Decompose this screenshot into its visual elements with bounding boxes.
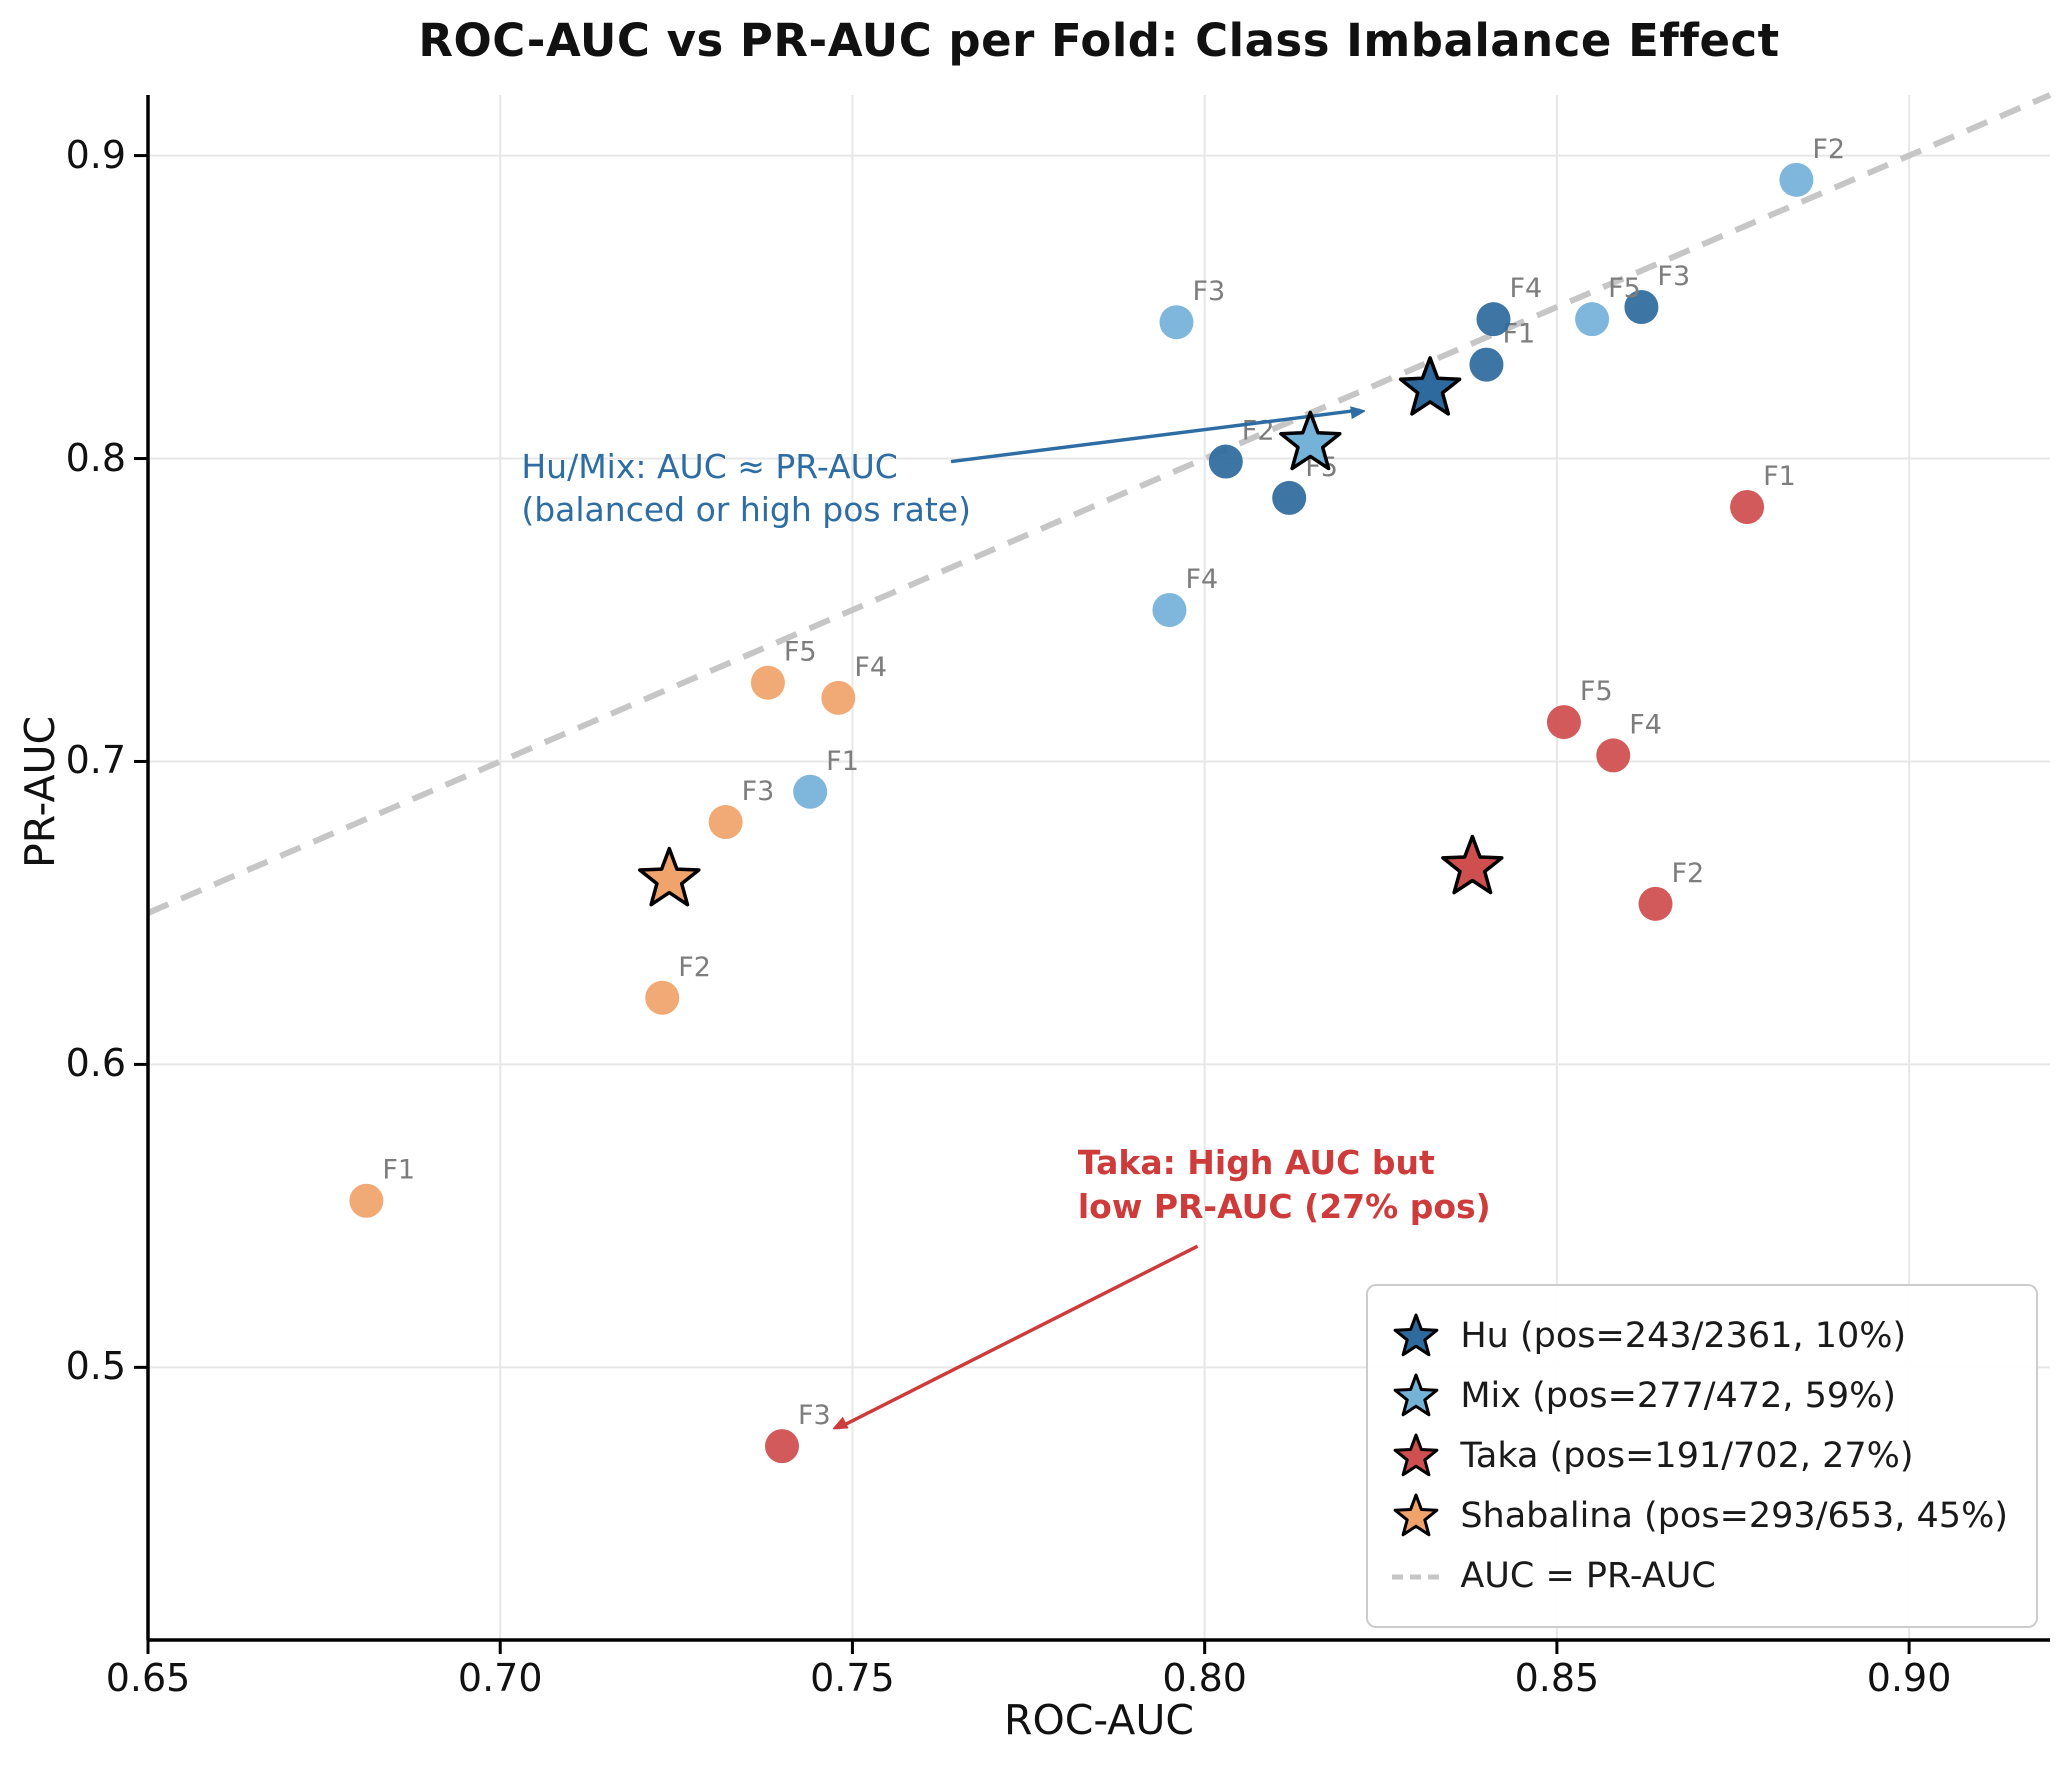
y-tick-label-0.7: 0.7 — [65, 738, 126, 783]
fold-label-shabalina-f4: F4 — [854, 652, 887, 683]
centroid-star-hu — [1398, 356, 1462, 416]
legend-label-identity-line: AUC = PR-AUC — [1460, 1556, 1716, 1596]
legend-star-icon — [1393, 1433, 1439, 1477]
centroid-star-mix — [1279, 410, 1342, 471]
annotation-humix-line1: Hu/Mix: AUC ≈ PR-AUC — [521, 446, 898, 486]
scatter-point-shabalina-f5 — [750, 665, 785, 700]
annotation-taka-line1: Taka: High AUC but — [1077, 1143, 1435, 1183]
fold-label-taka-f3: F3 — [798, 1400, 831, 1431]
y-tick-label-0.6: 0.6 — [65, 1041, 126, 1086]
legend: Hu (pos=243/2361, 10%) Mix (pos=277/472, … — [1366, 1284, 2038, 1628]
scatter-point-hu-f5 — [1272, 480, 1307, 515]
legend-star-icon — [1393, 1313, 1439, 1357]
scatter-point-taka-f5 — [1546, 705, 1581, 740]
scatter-point-hu-f1 — [1469, 347, 1504, 382]
annotation-taka-line2: low PR-AUC (27% pos) — [1077, 1186, 1491, 1226]
legend-label-hu: Hu (pos=243/2361, 10%) — [1460, 1316, 1907, 1356]
legend-item-hu: Hu (pos=243/2361, 10%) — [1390, 1306, 2008, 1366]
fold-label-taka-f1: F1 — [1763, 461, 1796, 492]
x-axis-label: ROC-AUC — [1004, 1696, 1194, 1744]
x-tick-label-0.80: 0.80 — [1162, 1656, 1247, 1700]
scatter-point-hu-f2 — [1208, 444, 1243, 479]
legend-dash-icon — [1392, 1574, 1441, 1580]
fold-label-mix-f5: F5 — [1608, 273, 1641, 304]
legend-star-icon — [1393, 1493, 1439, 1537]
legend-label-shabalina: Shabalina (pos=293/653, 45%) — [1460, 1496, 2008, 1536]
scatter-point-hu-f3 — [1624, 290, 1659, 325]
plot-area: F1 F2 F3 F4 F5 F1 F2 F3 F4 F5 F1 F2 F3 F4 F5 F1 F2 F3 F4 F5 — [134, 92, 2052, 1654]
legend-label-mix: Mix (pos=277/472, 59%) — [1460, 1376, 1897, 1416]
scatter-point-shabalina-f4 — [821, 680, 856, 715]
x-tick-label-0.75: 0.75 — [810, 1656, 895, 1700]
fold-label-taka-f2: F2 — [1672, 858, 1705, 889]
legend-item-mix: Mix (pos=277/472, 59%) — [1390, 1366, 2008, 1426]
annotation-arrow-taka — [838, 1244, 1199, 1428]
scatter-point-mix-f4 — [1152, 593, 1187, 627]
fold-label-hu-f3: F3 — [1657, 261, 1690, 292]
chart-title: ROC-AUC vs PR-AUC per Fold: Class Imbala… — [418, 14, 1780, 67]
centroid-star-shabalina — [638, 846, 701, 907]
scatter-point-taka-f3 — [765, 1429, 799, 1464]
scatter-point-hu-f4 — [1476, 302, 1511, 337]
fold-label-shabalina-f5: F5 — [784, 637, 817, 668]
fold-label-taka-f4: F4 — [1629, 709, 1662, 740]
fold-label-mix-f1: F1 — [826, 746, 859, 777]
scatter-point-taka-f1 — [1730, 490, 1765, 524]
centroid-star-taka — [1441, 834, 1504, 895]
annotation-humix: Hu/Mix: AUC ≈ PR-AUC (balanced or high p… — [521, 445, 971, 532]
scatter-point-mix-f3 — [1159, 305, 1194, 340]
fold-label-shabalina-f3: F3 — [742, 776, 775, 807]
annotation-arrow-humix — [950, 410, 1360, 464]
x-tick-label-0.90: 0.90 — [1866, 1656, 1952, 1700]
legend-item-taka: Taka (pos=191/702, 27%) — [1390, 1426, 2008, 1486]
y-tick-label-0.5: 0.5 — [65, 1344, 126, 1389]
fold-label-mix-f3: F3 — [1192, 276, 1225, 307]
scatter-point-shabalina-f1 — [349, 1183, 384, 1218]
y-tick-label-0.9: 0.9 — [65, 132, 126, 177]
x-tick-label-0.85: 0.85 — [1514, 1656, 1600, 1700]
legend-item-identity-line: AUC = PR-AUC — [1390, 1546, 2008, 1606]
fold-label-shabalina-f1: F1 — [382, 1155, 415, 1186]
scatter-point-mix-f2 — [1779, 162, 1814, 197]
scatter-point-mix-f1 — [793, 774, 828, 809]
fold-label-mix-f2: F2 — [1812, 134, 1845, 165]
identity-line — [146, 92, 2052, 916]
legend-item-shabalina: Shabalina (pos=293/653, 45%) — [1390, 1486, 2008, 1546]
scatter-point-taka-f4 — [1596, 738, 1631, 773]
scatter-point-mix-f5 — [1575, 302, 1610, 337]
annotation-taka: Taka: High AUC but low PR-AUC (27% pos) — [1078, 1141, 1491, 1228]
x-tick-label-0.70: 0.70 — [457, 1656, 543, 1700]
scatter-point-taka-f2 — [1638, 886, 1673, 921]
annotation-humix-line2: (balanced or high pos rate) — [521, 490, 971, 530]
fold-label-taka-f5: F5 — [1580, 676, 1613, 707]
scatter-point-shabalina-f2 — [645, 980, 680, 1015]
fold-label-mix-f4: F4 — [1185, 564, 1218, 595]
legend-label-taka: Taka (pos=191/702, 27%) — [1460, 1436, 1914, 1476]
x-tick-label-0.65: 0.65 — [105, 1656, 191, 1700]
legend-star-icon — [1393, 1373, 1439, 1417]
fold-label-hu-f4: F4 — [1509, 273, 1542, 304]
fold-label-shabalina-f2: F2 — [678, 952, 711, 983]
y-tick-label-0.8: 0.8 — [65, 435, 126, 480]
scatter-point-shabalina-f3 — [708, 805, 743, 840]
